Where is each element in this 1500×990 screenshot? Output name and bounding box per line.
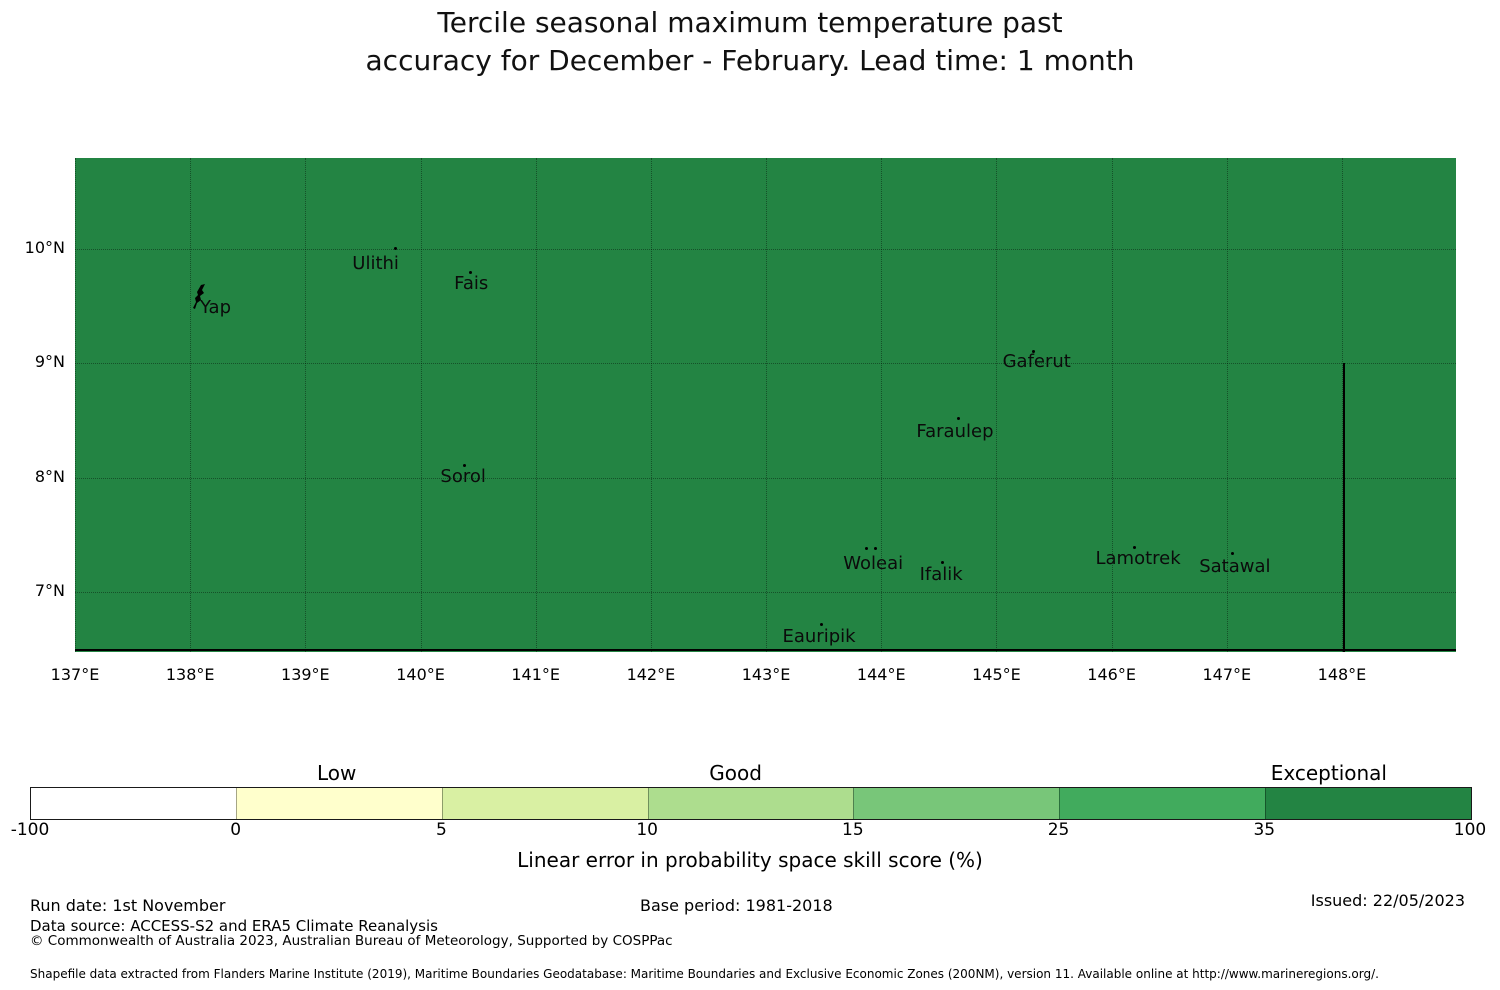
island-marker <box>393 247 397 251</box>
colorbar-tick-label: 25 <box>1047 820 1070 840</box>
colorbar-tick-label: 100 <box>1453 820 1487 840</box>
place-label: Eauripik <box>782 626 856 648</box>
island-marker <box>819 622 823 626</box>
colorbar-class-label: Low <box>317 761 357 785</box>
colorbar-tick-label: 35 <box>1253 820 1276 840</box>
gridline-meridian <box>75 158 76 652</box>
x-tick-label: 143°E <box>741 665 791 684</box>
colorbar-class-label: Exceptional <box>1270 761 1387 785</box>
colorbar-segment <box>1265 788 1472 819</box>
island-marker <box>864 547 868 551</box>
gridline-meridian <box>766 158 768 652</box>
x-tick-label: 146°E <box>1087 665 1136 684</box>
place-label: Fais <box>454 273 489 295</box>
y-tick-label: 8°N <box>34 466 65 486</box>
gridline-meridian <box>1341 158 1343 652</box>
gridline-meridian <box>305 158 307 652</box>
colorbar-tick-label: 0 <box>230 820 242 840</box>
island-marker <box>956 416 960 420</box>
island-marker <box>1133 546 1137 550</box>
colorbar-tick-label: -100 <box>10 820 50 840</box>
island-marker <box>462 463 466 467</box>
place-label: Ulithi <box>352 252 399 274</box>
island-marker <box>873 547 877 551</box>
place-label: Ifalik <box>919 564 963 586</box>
gridline-parallel <box>75 592 1456 594</box>
gridline-parallel <box>75 363 1456 365</box>
gridline-meridian <box>420 158 422 652</box>
gridline-parallel <box>75 248 1456 250</box>
place-label: Faraulep <box>916 421 994 443</box>
eez-boundary-line-vertical <box>1343 363 1346 652</box>
colorbar-class-label: Good <box>709 761 762 785</box>
map-background <box>75 158 1456 652</box>
place-label: Yap <box>200 297 231 319</box>
gridline-meridian <box>190 158 192 652</box>
base-period-text: Base period: 1981-2018 <box>640 896 833 915</box>
x-tick-label: 138°E <box>165 665 215 684</box>
x-tick-label: 145°E <box>972 665 1021 684</box>
x-tick-label: 137°E <box>50 665 100 684</box>
y-tick-label: 7°N <box>34 581 65 601</box>
x-tick-label: 141°E <box>511 665 561 684</box>
gridline-meridian <box>996 158 998 652</box>
gridline-meridian <box>1111 158 1113 652</box>
colorbar-axis-label: Linear error in probability space skill … <box>517 848 983 872</box>
colorbar-segment <box>235 788 442 819</box>
gridline-meridian <box>881 158 883 652</box>
island-marker <box>1231 551 1235 555</box>
island-marker <box>468 271 472 275</box>
data-source-text: Data source: ACCESS-S2 and ERA5 Climate … <box>30 917 438 935</box>
shapefile-attribution-text: Shapefile data extracted from Flanders M… <box>30 967 1379 981</box>
colorbar-tick-label: 15 <box>842 820 864 840</box>
colorbar-segment <box>853 788 1060 819</box>
place-label: Lamotrek <box>1095 548 1181 570</box>
colorbar-tick-label: 10 <box>636 820 658 840</box>
place-label: Gaferut <box>1002 351 1071 373</box>
x-tick-label: 144°E <box>856 665 906 684</box>
colorbar-tick-label: 5 <box>436 820 447 840</box>
chart-title-line1: Tercile seasonal maximum temperature pas… <box>437 6 1063 39</box>
x-tick-label: 142°E <box>626 665 676 684</box>
island-marker <box>1031 350 1035 354</box>
colorbar-segment <box>1059 788 1266 819</box>
run-date-text: Run date: 1st November <box>30 896 226 915</box>
place-label: Sorol <box>440 465 486 487</box>
gridline-meridian <box>535 158 537 652</box>
colorbar-segment <box>441 788 648 819</box>
issued-date-text: Issued: 22/05/2023 <box>1310 891 1465 910</box>
x-tick-label: 148°E <box>1317 665 1367 684</box>
y-tick-label: 10°N <box>24 237 65 257</box>
colorbar-segment <box>647 788 854 819</box>
gridline-meridian <box>1226 158 1228 652</box>
gridline-meridian <box>650 158 652 652</box>
colorbar-segment <box>31 788 236 819</box>
island-outline-yap <box>192 283 212 310</box>
island-marker <box>940 561 944 565</box>
place-label: Woleai <box>843 552 904 574</box>
x-tick-label: 140°E <box>396 665 445 684</box>
copyright-text: © Commonwealth of Australia 2023, Austra… <box>30 933 673 949</box>
colorbar <box>30 787 1472 820</box>
place-label: Satawal <box>1199 556 1271 578</box>
y-tick-label: 9°N <box>34 352 65 372</box>
gridline-parallel <box>75 477 1456 479</box>
x-tick-label: 147°E <box>1202 665 1252 684</box>
chart-title-line2: accuracy for December - February. Lead t… <box>365 44 1135 77</box>
eez-boundary-line-horizontal <box>75 649 1456 651</box>
x-tick-label: 139°E <box>281 665 330 684</box>
